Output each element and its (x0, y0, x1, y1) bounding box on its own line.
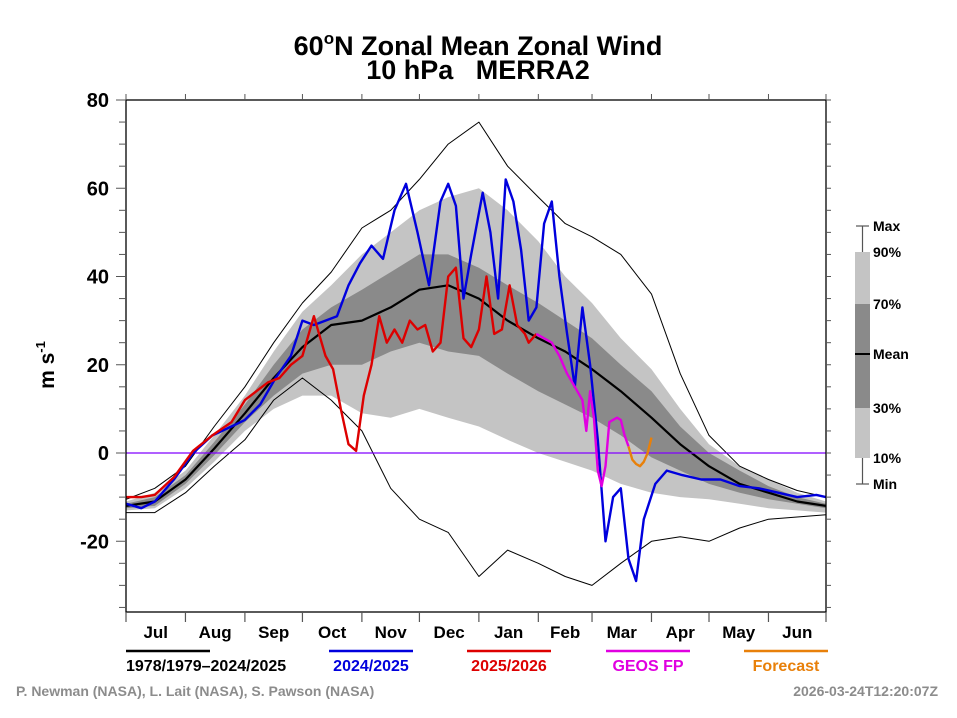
month-label: Oct (318, 623, 347, 642)
legend-label: 2024/2025 (333, 658, 409, 675)
month-label: Jan (494, 623, 523, 642)
timestamp-text: 2026-03-24T12:20:07Z (793, 683, 938, 699)
y-tick-label: 80 (87, 90, 109, 112)
y-tick-label: 40 (87, 267, 109, 289)
legend-label: GEOS FP (612, 658, 683, 675)
month-label: Jul (143, 623, 168, 642)
y-tick-label: 60 (87, 178, 109, 200)
plot-area (126, 121, 826, 586)
chart-subtitle: 10 hPa MERRA2 (366, 55, 590, 85)
y-tick-label: 20 (87, 355, 109, 377)
band-30-70 (126, 254, 826, 509)
mean-line (126, 284, 826, 507)
key-label: Min (873, 476, 897, 492)
axes: 80 60 40 20 0 -20 Jul Aug Sep Oct Nov Dec Jan Feb Mar A… (80, 90, 831, 642)
month-label: Jun (782, 623, 812, 642)
plot-frame (125, 99, 827, 613)
credits-text: P. Newman (NASA), L. Lait (NASA), S. Paw… (16, 683, 374, 699)
series-line-2024-2025 (126, 178, 826, 583)
key-label: 70% (873, 296, 902, 312)
series-line-forecast (627, 437, 653, 468)
percentile-key: Max 90% 70% Mean 30% 10% Min (855, 218, 909, 492)
plot-content (126, 121, 826, 586)
legend: 1978/1979–2024/2025 2024/2025 2025/2026 GEO… (126, 649, 828, 675)
month-label: Nov (375, 623, 408, 642)
key-inner-band (855, 304, 870, 408)
key-label: 90% (873, 244, 902, 260)
legend-label: 2025/2026 (471, 658, 547, 675)
y-tick-label: 0 (98, 443, 109, 465)
legend-label: 1978/1979–2024/2025 (126, 658, 286, 675)
month-label: Feb (550, 623, 580, 642)
key-label: 30% (873, 400, 902, 416)
y-tick-label: -20 (80, 531, 109, 553)
month-label: May (722, 623, 756, 642)
y-axis-label: m s-1 (33, 341, 59, 389)
legend-label: Forecast (753, 658, 820, 675)
month-label: Aug (199, 623, 232, 642)
min-line (126, 377, 826, 586)
series-line-2025-2026 (126, 266, 538, 499)
key-label: Max (873, 218, 900, 234)
chart-title: 60oN Zonal Mean Zonal Wind (294, 29, 663, 61)
key-label: Mean (873, 346, 909, 362)
month-label: Dec (434, 623, 465, 642)
month-label: Mar (607, 623, 638, 642)
month-label: Sep (258, 623, 289, 642)
series-line-geos-fp (535, 332, 630, 488)
key-label: 10% (873, 450, 902, 466)
month-label: Apr (666, 623, 696, 642)
max-line (126, 121, 826, 500)
